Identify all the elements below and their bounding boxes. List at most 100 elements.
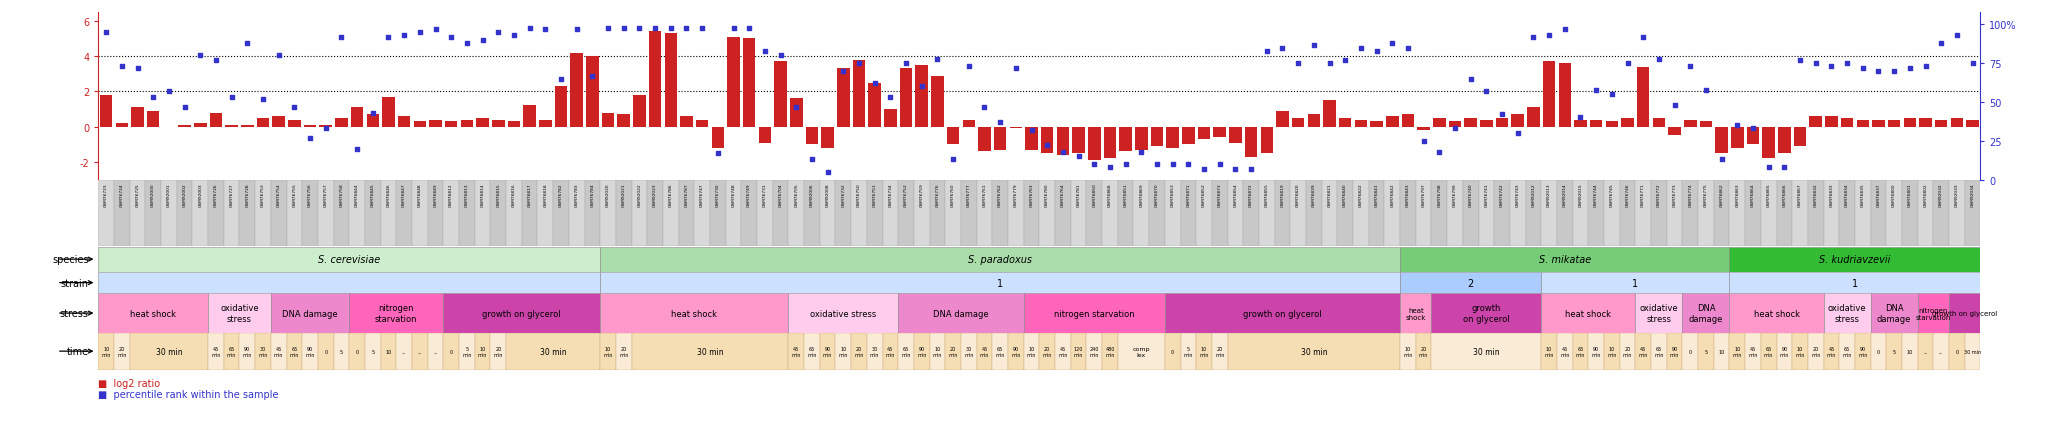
Point (1376, 40, 1409, 47)
Point (1831, 61, 1864, 68)
Bar (1604, 181, 1620, 246)
Text: GSM92014: GSM92014 (1563, 183, 1567, 207)
Point (420, 26, 453, 33)
Text: GSM76751: GSM76751 (872, 183, 877, 207)
Point (780, 104, 813, 111)
Text: GSM76753: GSM76753 (260, 183, 264, 207)
Text: GSM76850: GSM76850 (1092, 183, 1096, 207)
Bar (524, 106, 537, 127)
Bar (1401, 272, 1542, 294)
Text: DNA
damage: DNA damage (1876, 304, 1911, 323)
Point (168, 104, 201, 111)
Bar (1432, 181, 1448, 246)
Text: nitrogen
starvation: nitrogen starvation (375, 304, 418, 323)
Point (1124, 149, 1157, 156)
Text: growth
on glycerol: growth on glycerol (1462, 304, 1509, 323)
Bar (1198, 127, 1210, 140)
Bar (836, 333, 852, 370)
Bar (838, 69, 850, 127)
Bar (602, 113, 614, 127)
Bar (586, 57, 598, 127)
Bar (240, 333, 256, 370)
Text: 45
min: 45 min (211, 346, 221, 357)
Text: S. kudriavzevii: S. kudriavzevii (1819, 255, 1890, 264)
Bar (303, 125, 315, 127)
Bar (442, 294, 600, 333)
Bar (1071, 181, 1085, 246)
Bar (1401, 294, 1432, 333)
Text: GSM76797: GSM76797 (1421, 183, 1425, 207)
Point (246, 96, 279, 103)
Bar (993, 181, 1008, 246)
Text: GSM76779: GSM76779 (1014, 183, 1018, 207)
Bar (1620, 181, 1636, 246)
Text: GSM76821: GSM76821 (1327, 183, 1331, 207)
Bar (492, 120, 504, 127)
Bar (1966, 120, 1978, 127)
Text: GSM76754: GSM76754 (276, 183, 281, 207)
Bar (1681, 333, 1698, 370)
Bar (1716, 127, 1729, 154)
Point (1329, 58, 1362, 65)
Bar (1542, 62, 1554, 127)
Text: GSM76799: GSM76799 (1452, 183, 1456, 207)
Bar (1008, 333, 1024, 370)
Bar (743, 39, 756, 127)
Text: 10
min: 10 min (932, 346, 942, 357)
Text: GSM76800: GSM76800 (1892, 183, 1896, 207)
Bar (272, 117, 285, 127)
Bar (223, 181, 240, 246)
Bar (1509, 181, 1526, 246)
Bar (1731, 127, 1743, 148)
Text: 20
min: 20 min (1810, 346, 1821, 357)
Bar (1182, 127, 1194, 145)
Point (1909, 64, 1942, 71)
Point (1047, 149, 1079, 156)
Text: 90
min: 90 min (1780, 346, 1790, 357)
Text: 0: 0 (356, 349, 358, 354)
Text: GSM76776: GSM76776 (936, 183, 940, 207)
Text: GSM76763: GSM76763 (1030, 183, 1034, 207)
Text: GSM76757: GSM76757 (324, 183, 328, 207)
Bar (1008, 181, 1024, 246)
Bar (883, 181, 899, 246)
Bar (1307, 181, 1321, 246)
Bar (129, 181, 145, 246)
Text: 30 min: 30 min (1473, 347, 1499, 356)
Bar (1559, 64, 1571, 127)
Text: 1: 1 (1851, 278, 1858, 288)
Text: S. paradoxus: S. paradoxus (969, 255, 1032, 264)
Point (905, 84, 938, 91)
Bar (412, 333, 428, 370)
Text: 45
min: 45 min (793, 346, 801, 357)
Bar (758, 181, 772, 246)
Bar (1745, 333, 1761, 370)
Text: GSM76728: GSM76728 (246, 183, 250, 207)
Bar (442, 181, 459, 246)
Bar (209, 294, 270, 333)
Text: 10
min: 10 min (1403, 346, 1413, 357)
Point (1815, 64, 1847, 71)
Bar (885, 110, 897, 127)
Bar (961, 181, 977, 246)
Point (104, 64, 137, 71)
Text: 45
min: 45 min (1749, 346, 1757, 357)
Point (309, 125, 342, 132)
Bar (1839, 181, 1855, 246)
Point (983, 119, 1016, 126)
Bar (631, 333, 788, 370)
Point (137, 95, 170, 102)
Text: GSM76818: GSM76818 (543, 183, 547, 207)
Text: GSM76866: GSM76866 (1782, 183, 1786, 207)
Bar (1778, 127, 1790, 154)
Bar (537, 181, 553, 246)
Point (1282, 61, 1315, 68)
Bar (836, 181, 852, 246)
Bar (1024, 181, 1038, 246)
Bar (1370, 122, 1382, 127)
Point (1157, 161, 1190, 168)
Bar (1073, 127, 1085, 154)
Text: GSM76772: GSM76772 (1657, 183, 1661, 207)
Bar (852, 333, 866, 370)
Point (1720, 122, 1753, 129)
